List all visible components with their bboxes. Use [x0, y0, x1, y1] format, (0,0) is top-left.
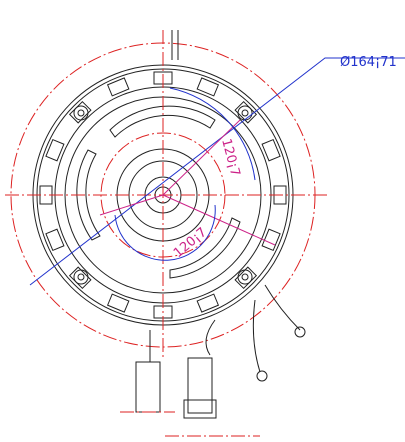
bolt-hole [78, 274, 84, 280]
angle-label: 120¡7 [218, 137, 242, 178]
connector [188, 358, 212, 413]
wire [206, 320, 215, 355]
terminal [257, 371, 267, 381]
drawing: Ø164¡71 120¡7 120¡7 [0, 0, 405, 442]
angle-line [100, 195, 163, 215]
connector-sleeve [184, 400, 216, 418]
bolt-hole [74, 106, 88, 120]
bolt-hole [74, 270, 88, 284]
bolt-hole [242, 274, 248, 280]
diameter-label: Ø164¡71 [340, 55, 397, 70]
bolt-hole [242, 110, 248, 116]
centerlines [5, 30, 330, 360]
bolt-hole [78, 110, 84, 116]
diameter-leader [30, 58, 405, 285]
angle-arc [170, 88, 255, 180]
terminal [295, 327, 305, 337]
angle-label: 120¡7 [171, 225, 210, 261]
wire [265, 285, 300, 330]
bolt-hole [238, 106, 252, 120]
connector [136, 362, 160, 412]
bolt-hole [238, 270, 252, 284]
wire [253, 300, 260, 372]
